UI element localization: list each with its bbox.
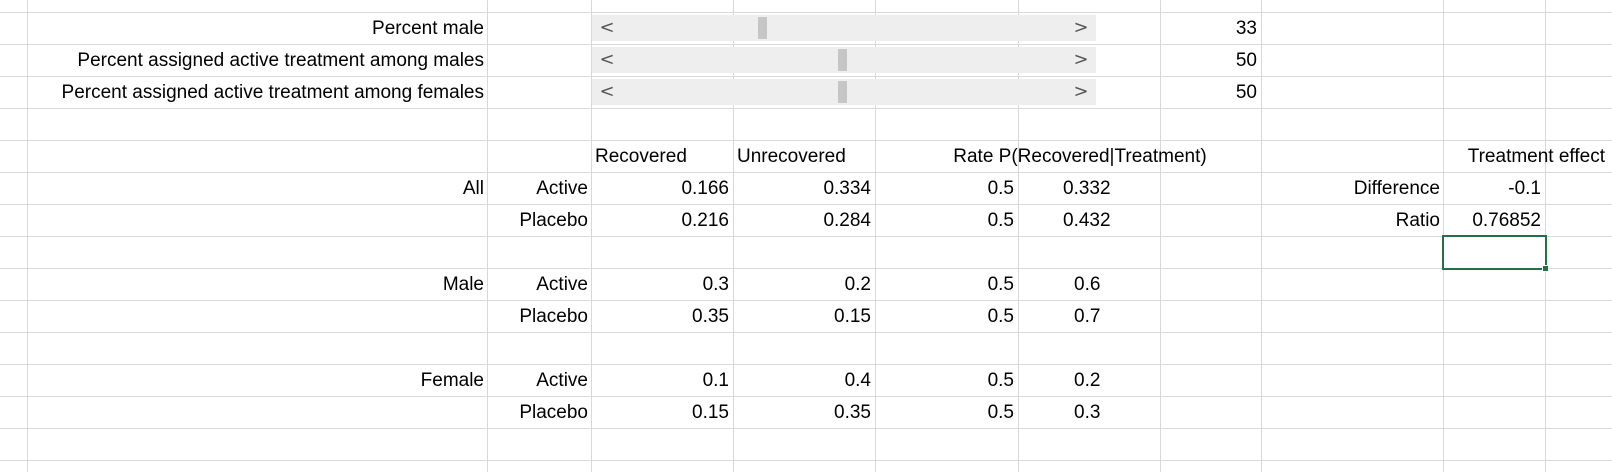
scroll-right-arrow-icon[interactable]: > bbox=[1073, 49, 1089, 70]
row-male-placebo-unrecovered: 0.15 bbox=[834, 306, 871, 327]
row-all-placebo-recovered: 0.216 bbox=[681, 210, 729, 231]
effect-difference-label: Difference bbox=[1353, 178, 1440, 199]
row-male-active-rate: 0.6 bbox=[1074, 274, 1101, 295]
fill-handle[interactable] bbox=[1542, 265, 1549, 272]
row-all-active-p: 0.5 bbox=[987, 178, 1014, 199]
row-all-active-rate: 0.332 bbox=[1063, 178, 1111, 199]
row-female-placebo-recovered: 0.15 bbox=[692, 402, 729, 423]
scroll-left-arrow-icon[interactable]: < bbox=[599, 49, 615, 70]
group-all: All bbox=[462, 178, 484, 199]
row-female-placebo-unrecovered: 0.35 bbox=[834, 402, 871, 423]
row-all-active-treatment: Active bbox=[536, 178, 588, 199]
row-female-placebo-p: 0.5 bbox=[987, 402, 1014, 423]
row-all-placebo-p: 0.5 bbox=[987, 210, 1014, 231]
percent-male-label: Percent male bbox=[372, 18, 484, 39]
row-all-placebo-unrecovered: 0.284 bbox=[823, 210, 871, 231]
header-unrecovered: Unrecovered bbox=[737, 146, 846, 167]
percent-male-value: 33 bbox=[1235, 18, 1257, 39]
scroll-right-arrow-icon[interactable]: > bbox=[1073, 17, 1089, 38]
percent-active-males-scrollbar[interactable]: < > bbox=[592, 47, 1096, 73]
header-rate: Rate P(Recovered|Treatment) bbox=[953, 146, 1207, 167]
header-recovered: Recovered bbox=[595, 146, 687, 167]
active-cell-selection[interactable] bbox=[1442, 235, 1549, 272]
row-female-active-unrecovered: 0.4 bbox=[844, 370, 871, 391]
row-male-active-treatment: Active bbox=[536, 274, 588, 295]
percent-male-scrollbar[interactable]: < > bbox=[592, 15, 1096, 41]
effect-ratio-label: Ratio bbox=[1395, 210, 1440, 231]
row-male-active-unrecovered: 0.2 bbox=[844, 274, 871, 295]
effect-difference-value: -0.1 bbox=[1508, 178, 1541, 199]
row-all-active-unrecovered: 0.334 bbox=[823, 178, 871, 199]
percent-active-males-label: Percent assigned active treatment among … bbox=[77, 50, 484, 71]
row-female-active-rate: 0.2 bbox=[1074, 370, 1101, 391]
row-male-active-recovered: 0.3 bbox=[702, 274, 729, 295]
scroll-left-arrow-icon[interactable]: < bbox=[599, 17, 615, 38]
scroll-thumb[interactable] bbox=[838, 81, 847, 103]
scroll-right-arrow-icon[interactable]: > bbox=[1073, 81, 1089, 102]
percent-active-females-value: 50 bbox=[1235, 82, 1257, 103]
percent-active-males-value: 50 bbox=[1235, 50, 1257, 71]
row-female-placebo-rate: 0.3 bbox=[1074, 402, 1101, 423]
row-male-placebo-p: 0.5 bbox=[987, 306, 1014, 327]
scroll-thumb[interactable] bbox=[758, 17, 767, 39]
effect-ratio-value: 0.76852 bbox=[1472, 210, 1541, 231]
group-female: Female bbox=[420, 370, 484, 391]
row-male-active-p: 0.5 bbox=[987, 274, 1014, 295]
row-male-placebo-treatment: Placebo bbox=[519, 306, 588, 327]
row-female-active-treatment: Active bbox=[536, 370, 588, 391]
row-male-placebo-recovered: 0.35 bbox=[692, 306, 729, 327]
row-all-placebo-rate: 0.432 bbox=[1063, 210, 1111, 231]
row-female-active-recovered: 0.1 bbox=[702, 370, 729, 391]
percent-active-females-label: Percent assigned active treatment among … bbox=[61, 82, 484, 103]
percent-active-females-scrollbar[interactable]: < > bbox=[592, 79, 1096, 105]
header-treatment-effect: Treatment effect bbox=[1467, 146, 1605, 167]
row-female-active-p: 0.5 bbox=[987, 370, 1014, 391]
row-all-active-recovered: 0.166 bbox=[681, 178, 729, 199]
scroll-left-arrow-icon[interactable]: < bbox=[599, 81, 615, 102]
row-male-placebo-rate: 0.7 bbox=[1074, 306, 1101, 327]
group-male: Male bbox=[442, 274, 484, 295]
row-female-placebo-treatment: Placebo bbox=[519, 402, 588, 423]
row-all-placebo-treatment: Placebo bbox=[519, 210, 588, 231]
scroll-thumb[interactable] bbox=[838, 49, 847, 71]
